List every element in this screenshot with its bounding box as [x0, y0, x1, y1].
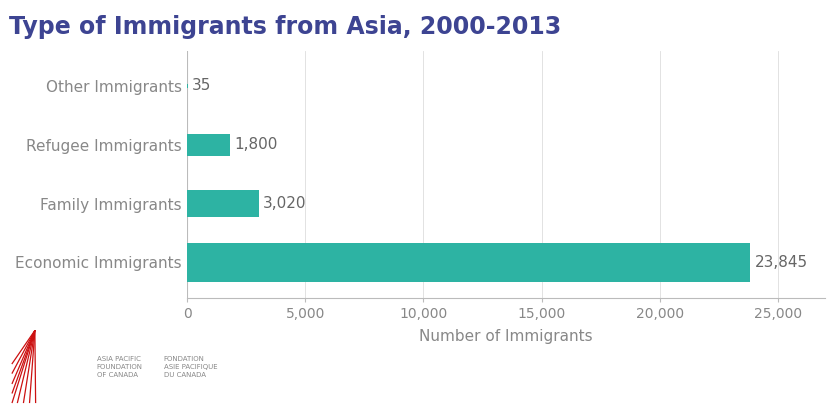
- Bar: [187, 243, 750, 282]
- Text: 1,800: 1,800: [234, 137, 277, 152]
- Text: FONDATION
ASIE PACIFIQUE
DU CANADA: FONDATION ASIE PACIFIQUE DU CANADA: [164, 356, 218, 378]
- Text: 35: 35: [192, 78, 211, 93]
- Text: Type of Immigrants from Asia, 2000-2013: Type of Immigrants from Asia, 2000-2013: [8, 15, 561, 39]
- Bar: [187, 191, 259, 217]
- Text: 3,020: 3,020: [263, 196, 307, 211]
- Bar: [187, 133, 229, 156]
- X-axis label: Number of Immigrants: Number of Immigrants: [419, 329, 593, 344]
- Text: ASIA PACIFIC
FOUNDATION
OF CANADA: ASIA PACIFIC FOUNDATION OF CANADA: [97, 356, 143, 378]
- Text: 23,845: 23,845: [754, 255, 808, 270]
